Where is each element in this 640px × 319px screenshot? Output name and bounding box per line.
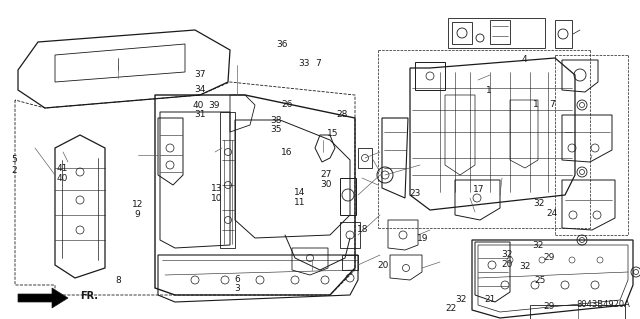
Text: 20: 20 xyxy=(501,260,513,269)
Text: 34: 34 xyxy=(194,85,205,94)
Text: 27: 27 xyxy=(321,170,332,179)
Text: 32: 32 xyxy=(501,250,513,259)
Text: 5: 5 xyxy=(12,155,17,164)
Text: 3: 3 xyxy=(234,284,239,293)
Text: 19: 19 xyxy=(417,234,428,243)
Text: 28: 28 xyxy=(337,110,348,119)
Text: 23: 23 xyxy=(409,189,420,198)
Polygon shape xyxy=(18,288,68,308)
Text: 38: 38 xyxy=(271,116,282,125)
Text: 7: 7 xyxy=(549,100,554,109)
Text: 7: 7 xyxy=(316,59,321,68)
Text: 25: 25 xyxy=(534,276,546,285)
Text: 1: 1 xyxy=(486,86,492,95)
Text: 6: 6 xyxy=(234,275,239,284)
Text: 32: 32 xyxy=(455,295,467,304)
Text: FR.: FR. xyxy=(80,291,98,301)
Text: 29: 29 xyxy=(543,302,555,311)
Text: 26: 26 xyxy=(281,100,292,109)
Text: 20: 20 xyxy=(377,261,388,270)
Text: 14: 14 xyxy=(294,189,305,197)
Text: 32: 32 xyxy=(519,262,531,271)
Text: 29: 29 xyxy=(543,253,555,262)
Text: 24: 24 xyxy=(546,209,557,218)
Text: 31: 31 xyxy=(194,110,205,119)
Text: 18: 18 xyxy=(357,225,369,234)
Text: 4: 4 xyxy=(522,56,527,64)
Text: 40: 40 xyxy=(57,174,68,182)
Text: 33: 33 xyxy=(298,59,310,68)
Text: 11: 11 xyxy=(294,198,305,207)
Text: 21: 21 xyxy=(484,295,495,304)
Text: 8: 8 xyxy=(116,276,121,285)
Text: 22: 22 xyxy=(445,304,456,313)
Text: 15: 15 xyxy=(327,130,339,138)
Text: 32: 32 xyxy=(532,241,543,250)
Text: 30: 30 xyxy=(321,180,332,189)
Text: 37: 37 xyxy=(194,70,205,79)
Text: 17: 17 xyxy=(473,185,484,194)
Text: 41: 41 xyxy=(57,164,68,173)
Text: 36: 36 xyxy=(276,40,287,49)
Text: 39: 39 xyxy=(209,101,220,110)
Text: 40: 40 xyxy=(193,101,204,110)
Text: 9: 9 xyxy=(135,210,140,219)
Text: 32: 32 xyxy=(533,199,545,208)
Text: 8043B4920A: 8043B4920A xyxy=(576,300,630,309)
Text: 16: 16 xyxy=(281,148,292,157)
Text: 35: 35 xyxy=(271,125,282,134)
Text: 12: 12 xyxy=(132,200,143,209)
Text: 1: 1 xyxy=(534,100,539,109)
Text: 13: 13 xyxy=(211,184,222,193)
Text: 2: 2 xyxy=(12,166,17,175)
Text: 10: 10 xyxy=(211,194,222,203)
